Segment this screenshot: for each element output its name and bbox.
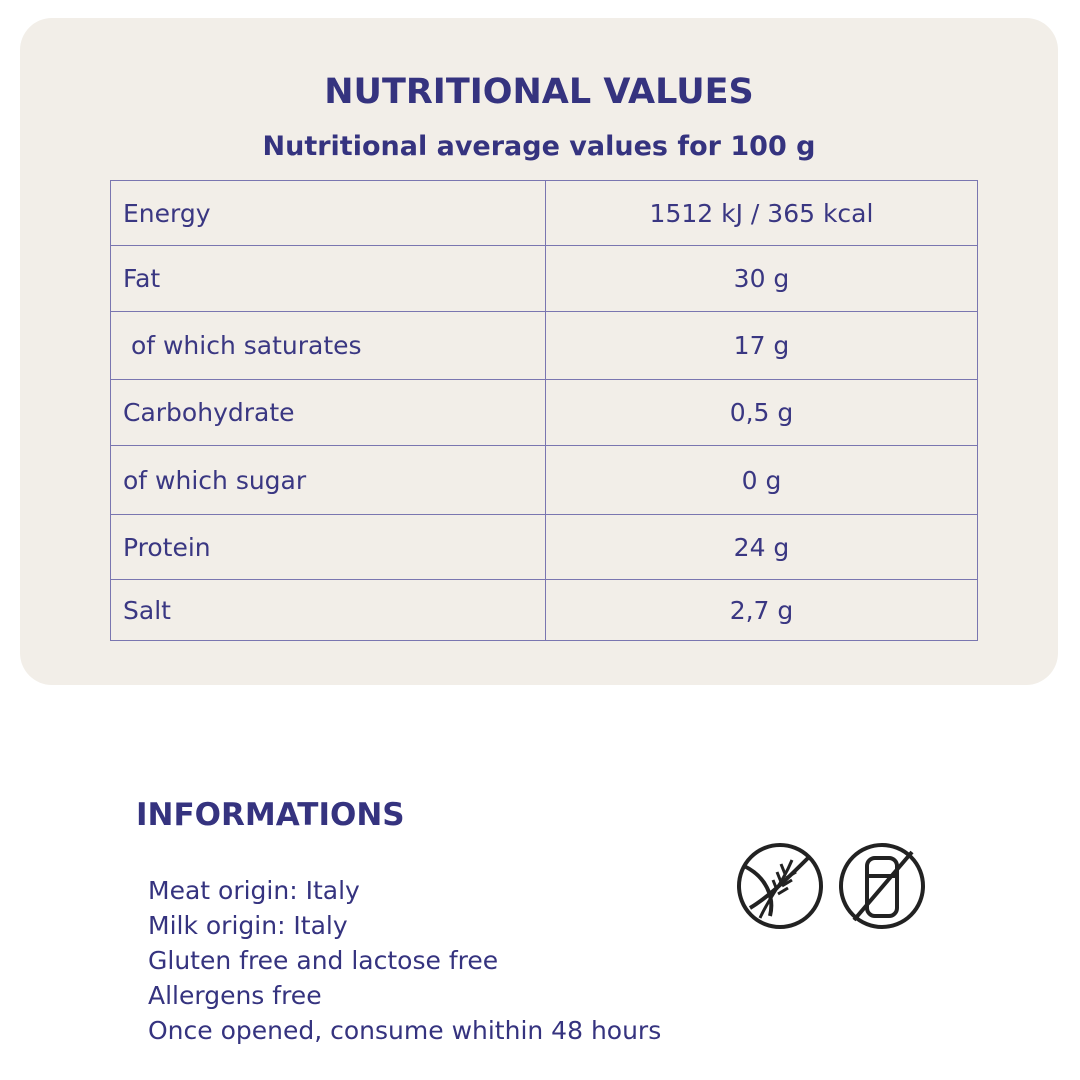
nutrient-value: 24 g [545, 514, 978, 580]
table-row: Salt 2,7 g [110, 579, 978, 641]
gluten-free-icon [737, 843, 823, 929]
table-row: Carbohydrate 0,5 g [110, 379, 978, 446]
nutrient-value: 17 g [545, 311, 978, 380]
nutrient-value: 0 g [545, 445, 978, 515]
nutrient-name: Fat [110, 245, 546, 312]
nutrient-name: Salt [110, 579, 546, 641]
nutrient-value: 30 g [545, 245, 978, 312]
table-row: Protein 24 g [110, 514, 978, 580]
nutrient-value: 1512 kJ / 365 kcal [545, 180, 978, 246]
title: NUTRITIONAL VALUES [324, 72, 754, 112]
nutrient-name: Protein [110, 514, 546, 580]
table-row: Energy 1512 kJ / 365 kcal [110, 180, 978, 246]
table-row: of which sugar 0 g [110, 445, 978, 515]
info-line: Allergens free [148, 981, 322, 1010]
info-list: Meat origin: Italy Milk origin: Italy Glut… [148, 873, 661, 1048]
nutrient-name: Carbohydrate [110, 379, 546, 446]
nutrient-value: 2,7 g [545, 579, 978, 641]
info-line: Meat origin: Italy [148, 876, 360, 905]
nutrient-name: of which sugar [110, 445, 546, 515]
nutrient-name: of which saturates [110, 311, 546, 380]
icons [737, 843, 925, 929]
table-row: of which saturates 17 g [110, 311, 978, 380]
nutrition-table: Energy 1512 kJ / 365 kcal Fat 30 g of which… [110, 180, 978, 641]
info-line: Once opened, consume whithin 48 hours [148, 1016, 662, 1045]
info-title: INFORMATIONS [136, 797, 405, 833]
lactose-free-icon [839, 843, 925, 929]
nutrient-name: Energy [110, 180, 546, 246]
table-row: Fat 30 g [110, 245, 978, 312]
nutrient-value: 0,5 g [545, 379, 978, 446]
info-line: Milk origin: Italy [148, 911, 348, 940]
info-line: Gluten free and lactose free [148, 946, 499, 975]
subtitle: Nutritional average values for 100 g [262, 131, 816, 162]
